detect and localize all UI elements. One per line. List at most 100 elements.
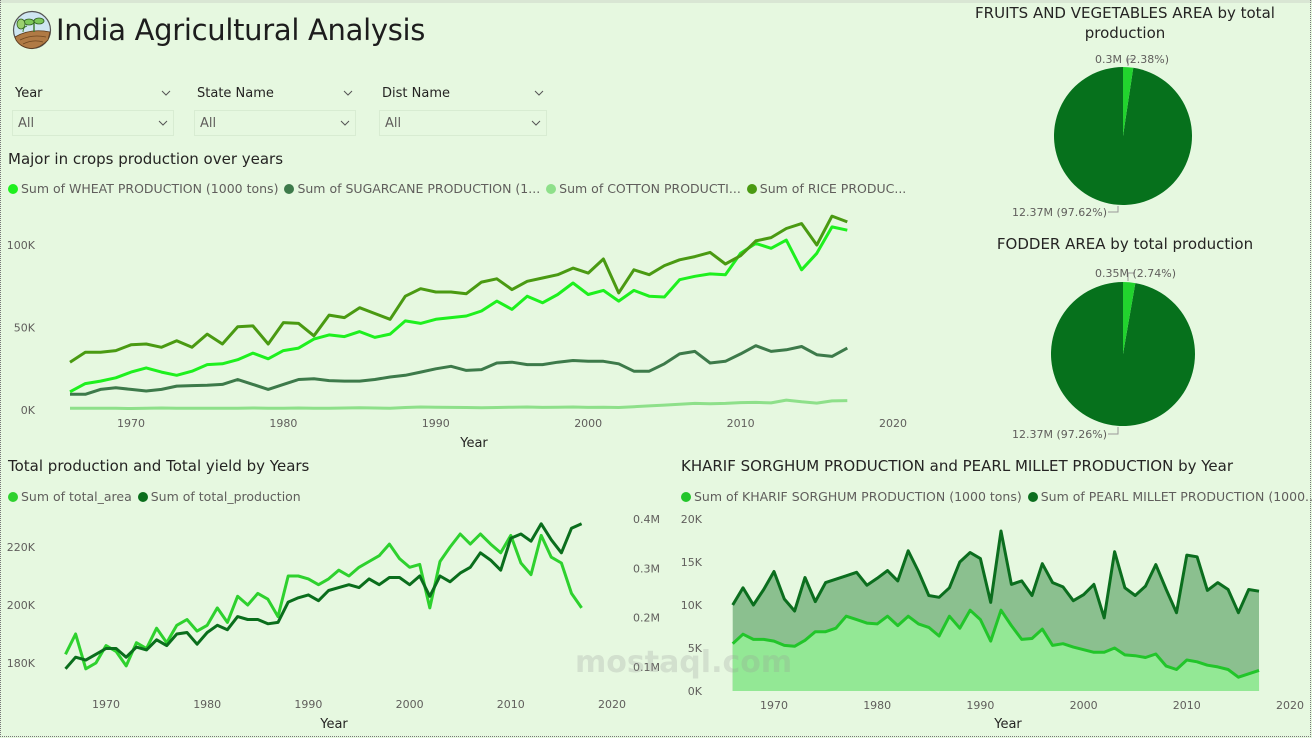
x-axis-title: Year: [319, 717, 348, 732]
pie-data-label: 0.3M (2.38%): [1095, 53, 1169, 66]
x-tick-label: 2010: [727, 417, 755, 430]
series-line-sugarcane: [70, 344, 849, 396]
state-dropdown[interactable]: All: [194, 110, 356, 136]
total-chart-title: Total production and Total yield by Year…: [8, 457, 310, 475]
year-dropdown[interactable]: All: [12, 110, 174, 136]
legend-dot: [284, 183, 295, 194]
legend-dot: [546, 183, 557, 194]
pie-leader-line: [1108, 427, 1119, 435]
chevron-down-icon[interactable]: [161, 88, 171, 98]
y-tick-label: 5K: [688, 642, 703, 655]
legend-item-total-production[interactable]: Sum of total_production: [137, 489, 301, 504]
pie-leader-line: [1127, 272, 1135, 281]
x-tick-label: 1990: [422, 417, 450, 430]
sorghum-area-chart[interactable]: 0K 5K 10K 15K 20K 1970 1980 1990 2000 2010 2020 Yea…: [670, 505, 1312, 738]
x-tick-label: 2000: [1070, 699, 1098, 712]
legend-item-sorghum[interactable]: Sum of KHARIF SORGHUM PRODUCTION (1000 t…: [681, 489, 1022, 504]
x-tick-label: 1970: [117, 417, 145, 430]
crops-line-chart[interactable]: 0K 50K 100K 1970 1980 1990 2000 2010 2020 Year: [0, 200, 920, 455]
y-tick-label: 100K: [7, 239, 36, 252]
pie-data-label: 12.37M (97.26%): [1012, 428, 1107, 441]
state-slicer-label: State Name: [197, 85, 274, 101]
series-line-sorghum: [731, 608, 1260, 679]
pie-slice-minor: [1123, 67, 1134, 136]
series-line-rice: [69, 214, 848, 364]
year-slicer-header[interactable]: Year: [12, 82, 174, 104]
state-dropdown-value: All: [200, 115, 217, 131]
total-line-chart[interactable]: 180K 200K 220K 0.1M 0.2M 0.3M 0.4M 1970 1980 1990…: [0, 505, 670, 738]
x-tick-label: 2010: [1173, 699, 1201, 712]
y-tick-label: 15K: [681, 556, 703, 569]
chevron-down-icon[interactable]: [343, 88, 353, 98]
year-slicer-label: Year: [15, 85, 43, 101]
pie-leader-line: [1127, 58, 1135, 66]
chevron-down-icon[interactable]: [534, 88, 544, 98]
y-left-tick-label: 200K: [7, 599, 36, 612]
y-tick-label: 10K: [681, 599, 703, 612]
series-line-cotton: [70, 398, 848, 410]
district-dropdown-value: All: [385, 115, 402, 131]
year-dropdown-value: All: [18, 115, 35, 131]
pie-data-label: 12.37M (97.62%): [1012, 206, 1107, 219]
fruits-pie-title: FRUITS AND VEGETABLES AREA by total prod…: [975, 4, 1275, 42]
y-tick-label: 0K: [21, 404, 36, 417]
legend-label: Sum of total_area: [21, 489, 132, 504]
x-tick-label: 2010: [497, 698, 525, 711]
district-slicer-label: Dist Name: [382, 85, 450, 101]
x-tick-label: 2000: [396, 698, 424, 711]
legend-dot: [681, 491, 691, 502]
legend-dot: [1027, 491, 1038, 502]
legend-dot: [8, 491, 18, 502]
district-dropdown[interactable]: All: [379, 110, 547, 136]
y-tick-label: 0K: [688, 685, 703, 698]
y-right-tick-label: 0.2M: [633, 612, 660, 625]
chevron-down-icon: [158, 120, 168, 126]
top-bar: [0, 0, 1312, 3]
sorghum-chart-legend: Sum of KHARIF SORGHUM PRODUCTION (1000 t…: [681, 489, 1312, 504]
district-slicer-header[interactable]: Dist Name: [379, 82, 547, 104]
y-right-tick-label: 0.4M: [633, 513, 660, 526]
x-tick-label: 1980: [269, 417, 297, 430]
legend-item-sugarcane[interactable]: Sum of SUGARCANE PRODUCTION (1...: [284, 181, 540, 196]
legend-item-millet[interactable]: Sum of PEARL MILLET PRODUCTION (1000...: [1027, 489, 1312, 504]
y-left-tick-label: 180K: [7, 657, 36, 670]
x-tick-label: 1980: [863, 699, 891, 712]
page-title: India Agricultural Analysis: [56, 13, 426, 47]
header: India Agricultural Analysis: [12, 10, 425, 50]
y-tick-label: 50K: [14, 322, 36, 335]
state-slicer-header[interactable]: State Name: [194, 82, 356, 104]
x-tick-label: 1980: [193, 698, 221, 711]
series-line-area: [64, 532, 583, 671]
legend-label: Sum of RICE PRODUC...: [759, 181, 907, 196]
pie-data-label: 0.35M (2.74%): [1095, 267, 1176, 280]
total-chart-legend: Sum of total_area Sum of total_productio…: [8, 489, 307, 504]
district-slicer: Dist Name All: [379, 82, 547, 136]
legend-label: Sum of total_production: [150, 489, 301, 504]
legend-item-total-area[interactable]: Sum of total_area: [8, 489, 132, 504]
x-tick-label: 2020: [1276, 699, 1304, 712]
legend-dot: [137, 491, 148, 502]
pie-leader-line: [1108, 206, 1119, 213]
x-tick-label: 2020: [879, 417, 907, 430]
legend-dot: [8, 183, 18, 194]
pie-slice-minor: [1123, 282, 1136, 354]
area-fill-sorghum: [732, 610, 1260, 691]
legend-item-rice[interactable]: Sum of RICE PRODUC...: [746, 181, 907, 196]
x-tick-label: 1990: [294, 698, 322, 711]
legend-label: Sum of COTTON PRODUCTI...: [559, 181, 741, 196]
fodder-pie-chart[interactable]: 0.35M (2.74%) 12.37M (97.26%): [960, 260, 1312, 445]
fruits-pie-chart[interactable]: 0.3M (2.38%) 12.37M (97.62%): [960, 45, 1312, 225]
legend-label: Sum of SUGARCANE PRODUCTION (1...: [297, 181, 541, 196]
x-axis-title: Year: [993, 717, 1022, 732]
legend-label: Sum of WHEAT PRODUCTION (1000 tons): [21, 181, 279, 196]
x-tick-label: 1970: [92, 698, 120, 711]
legend-label: Sum of PEARL MILLET PRODUCTION (1000...: [1040, 489, 1312, 504]
series-line-wheat: [69, 225, 848, 394]
legend-item-wheat[interactable]: Sum of WHEAT PRODUCTION (1000 tons): [8, 181, 278, 196]
legend-dot: [746, 183, 757, 194]
legend-item-cotton[interactable]: Sum of COTTON PRODUCTI...: [546, 181, 741, 196]
crops-chart-legend: Sum of WHEAT PRODUCTION (1000 tons) Sum …: [8, 181, 912, 196]
state-slicer: State Name All: [194, 82, 356, 136]
series-line-production: [64, 522, 583, 670]
